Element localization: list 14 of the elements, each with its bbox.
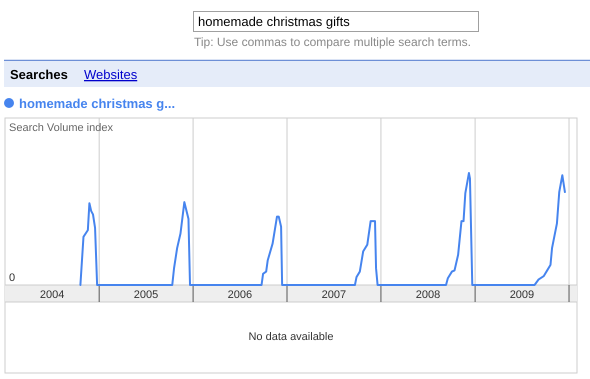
legend-label: homemade christmas g... <box>19 96 176 111</box>
text: Tip: Use commas to compare multiple search terms. <box>194 35 471 49</box>
annotation: 0 <box>9 272 16 284</box>
text: Searches <box>10 67 68 82</box>
text: No data available <box>248 331 334 343</box>
y-axis-title: Search Volume index <box>9 122 114 134</box>
search-field: homemade christmas gifts <box>193 11 479 32</box>
x-tick-label: 2008 <box>416 289 440 301</box>
text: Websites <box>84 67 138 82</box>
x-tick-label: 2009 <box>510 289 534 301</box>
x-tick-label: 2005 <box>134 289 158 301</box>
x-tick-label: 2004 <box>40 289 64 301</box>
x-tick-label: 2007 <box>322 289 346 301</box>
x-tick-label: 2006 <box>228 289 252 301</box>
